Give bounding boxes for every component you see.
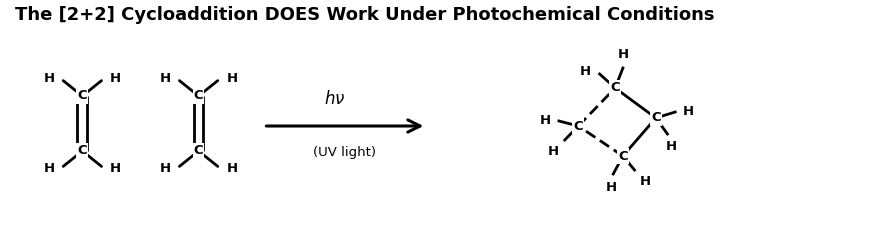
Text: H: H: [683, 105, 694, 119]
Text: H: H: [110, 72, 122, 85]
Text: H: H: [43, 72, 55, 85]
Text: H: H: [110, 162, 122, 175]
Text: C: C: [78, 145, 87, 157]
Text: C: C: [573, 120, 583, 132]
Text: C: C: [194, 90, 204, 102]
Text: H: H: [617, 48, 629, 61]
Text: The [2+2] Cycloaddition DOES Work Under Photochemical Conditions: The [2+2] Cycloaddition DOES Work Under …: [14, 6, 714, 24]
Text: (UV light): (UV light): [313, 146, 377, 159]
Text: H: H: [606, 181, 617, 194]
Text: C: C: [618, 150, 628, 162]
Text: C: C: [78, 90, 87, 102]
Text: C: C: [610, 82, 620, 94]
Text: H: H: [43, 162, 55, 175]
Text: H: H: [548, 145, 559, 158]
Text: H: H: [227, 162, 237, 175]
Text: H: H: [160, 72, 171, 85]
Text: H: H: [639, 175, 651, 188]
Text: H: H: [540, 115, 551, 127]
Text: C: C: [194, 145, 204, 157]
Text: H: H: [160, 162, 171, 175]
Text: C: C: [651, 112, 661, 124]
Text: H: H: [666, 140, 676, 153]
Text: H: H: [227, 72, 237, 85]
Text: H: H: [579, 65, 591, 79]
Text: $h\nu$: $h\nu$: [325, 90, 346, 108]
